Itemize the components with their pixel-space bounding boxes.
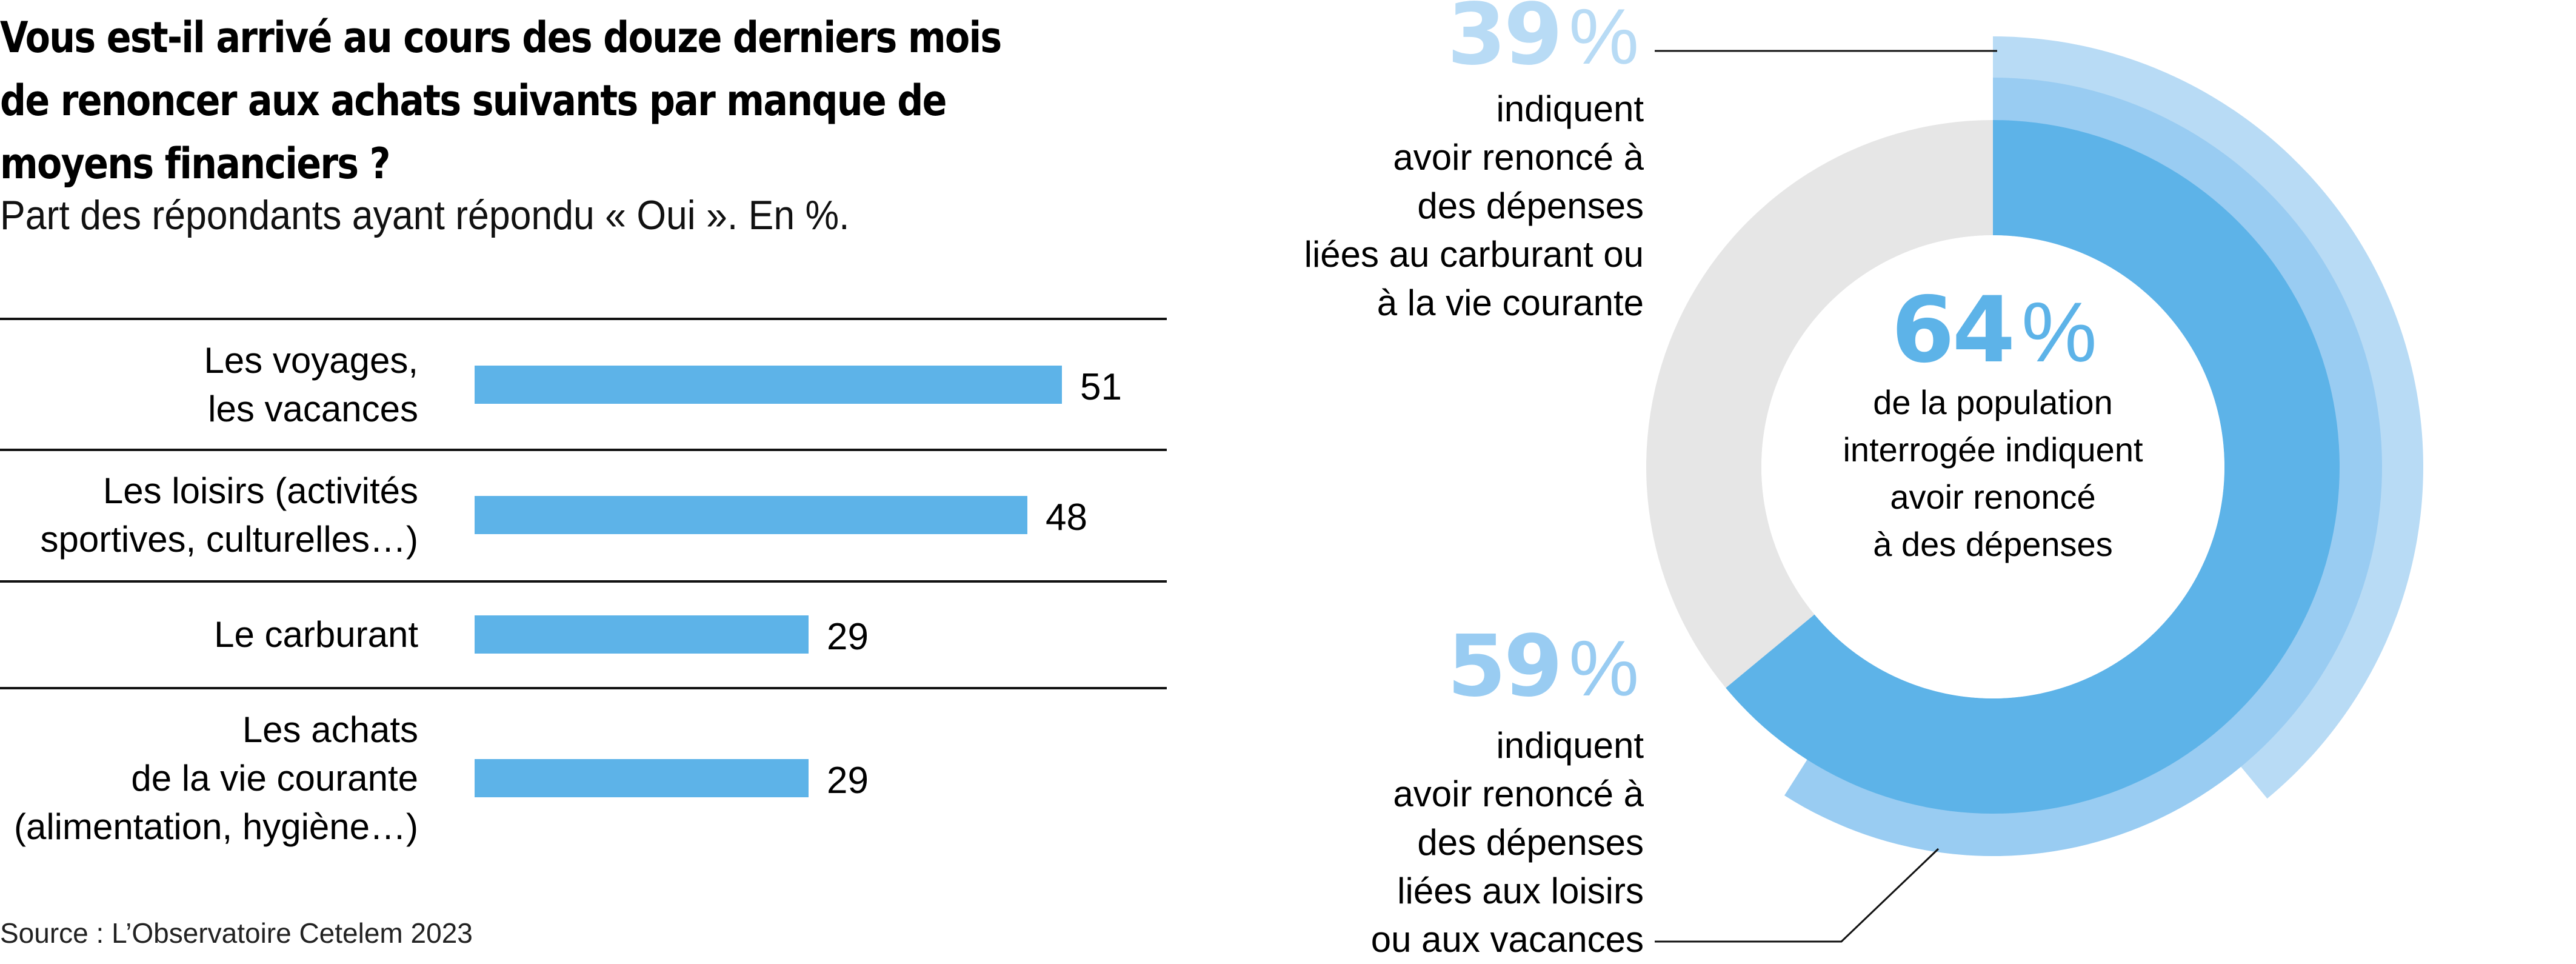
bar-category-label: Le carburant [214,614,418,655]
leader-line-loisirs [1655,848,1940,943]
bar [475,615,809,654]
bar-category-label: Les achats de la vie courante (alimentat… [13,709,418,847]
row-divider [0,318,1167,320]
percent-sign: % [2021,284,2097,380]
bar-category-label: Les voyages, les vacances [204,340,418,429]
center-total-number: 64 [1891,278,2015,383]
row-divider [0,687,1167,689]
chart-subtitle: Part des répondants ayant répondu « Oui … [0,192,850,238]
bar [475,759,809,797]
donut-segment-total [1726,120,2340,814]
percent-sign: % [1569,624,1639,712]
bar-value-label: 29 [827,760,869,802]
center-total-text: de la population interrogée indiquent av… [1843,383,2143,563]
donut-hole [1761,235,2224,698]
callout-carburant-text: indiquent avoir renoncé à des dépenses l… [1304,89,1644,323]
bar-value-label: 48 [1046,497,1087,538]
percent-sign: % [1569,0,1639,81]
bar-category-label: Les loisirs (activités sportives, cultur… [40,470,418,560]
source-note: Source : L’Observatoire Cetelem 2023 [0,917,473,949]
donut-remainder-segment [1646,120,1993,688]
row-divider [0,449,1167,451]
row-divider [0,580,1167,583]
bar [475,366,1062,404]
callout-carburant-value: 39% [1447,0,1639,81]
callout-loisirs-value: 59% [1447,624,1639,712]
callout-loisirs-number: 59 [1447,617,1563,716]
callout-carburant-number: 39 [1447,0,1563,84]
bar [475,496,1027,534]
bar-value-label: 29 [827,616,869,658]
center-total-value: 64% [1872,285,2114,378]
callout-loisirs-text: indiquent avoir renoncé à des dépenses l… [1370,725,1644,960]
bar-value-label: 51 [1080,366,1122,408]
chart-title: Vous est-il arrivé au cours des douze de… [0,13,1002,189]
